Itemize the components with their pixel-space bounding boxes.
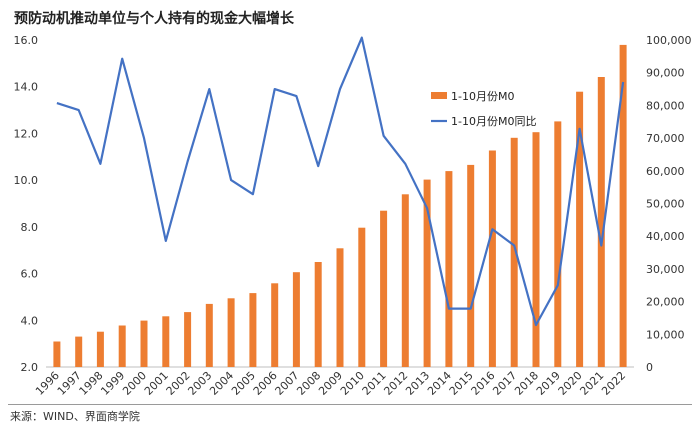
bar-m0-2000: [140, 320, 148, 367]
right-tick-label: 0: [646, 361, 653, 374]
x-tick-label: 2016: [469, 369, 498, 398]
x-tick-label: 2005: [229, 369, 258, 398]
left-tick-label: 8.0: [21, 221, 39, 234]
x-tick-label: 2013: [403, 369, 432, 398]
x-tick-label: 2009: [316, 369, 345, 398]
bar-m0-2018: [532, 132, 540, 367]
legend-label-m0-yoy: 1-10月份M0同比: [451, 115, 536, 128]
bar-m0-2009: [336, 248, 344, 367]
x-tick-label: 1998: [77, 369, 106, 398]
left-tick-label: 16.0: [14, 34, 39, 47]
bar-m0-1997: [75, 336, 83, 367]
bar-m0-2013: [423, 179, 431, 367]
x-tick-label: 2011: [360, 369, 389, 398]
right-tick-label: 50,000: [646, 198, 685, 211]
left-tick-label: 10.0: [14, 174, 39, 187]
right-tick-label: 100,000: [646, 34, 692, 47]
x-tick-label: 1999: [98, 369, 127, 398]
left-tick-label: 4.0: [21, 314, 39, 327]
x-tick-label: 2022: [599, 369, 628, 398]
bar-m0-1998: [96, 331, 104, 367]
source-divider: [8, 404, 692, 405]
x-tick-label: 2008: [294, 369, 323, 398]
x-tick-label: 2010: [338, 369, 367, 398]
right-tick-label: 90,000: [646, 67, 685, 80]
bar-m0-2011: [380, 210, 388, 367]
x-tick-label: 2019: [534, 369, 563, 398]
left-tick-label: 6.0: [21, 268, 39, 281]
bar-m0-2014: [445, 171, 453, 367]
bar-m0-2021: [597, 77, 605, 367]
legend-label-m0: 1-10月份M0: [451, 90, 514, 103]
bar-m0-2019: [554, 121, 562, 368]
right-tick-label: 60,000: [646, 165, 685, 178]
right-tick-label: 80,000: [646, 99, 685, 112]
right-tick-label: 20,000: [646, 296, 685, 309]
left-tick-label: 12.0: [14, 127, 39, 140]
right-tick-label: 30,000: [646, 263, 685, 276]
left-tick-label: 2.0: [21, 361, 39, 374]
chart-title: 预防动机推动单位与个人持有的现金大幅增长: [14, 11, 294, 27]
x-tick-label: 2021: [577, 369, 606, 398]
x-tick-label: 2014: [425, 369, 454, 398]
bar-m0-1996: [53, 341, 61, 367]
bar-m0-2012: [401, 194, 409, 367]
x-tick-label: 2003: [185, 369, 214, 398]
bar-m0-2010: [358, 227, 366, 367]
right-tick-label: 40,000: [646, 230, 685, 243]
x-tick-label: 2015: [447, 369, 476, 398]
bar-m0-2015: [467, 164, 475, 367]
x-tick-label: 2007: [273, 369, 302, 398]
bar-m0-2022: [619, 44, 627, 368]
x-tick-label: 2020: [556, 369, 585, 398]
x-tick-label: 2018: [512, 369, 541, 398]
x-tick-label: 2012: [381, 369, 410, 398]
x-tick-label: 2017: [490, 369, 519, 398]
right-tick-label: 10,000: [646, 328, 685, 341]
bar-m0-2008: [314, 262, 322, 367]
bar-m0-2006: [271, 283, 279, 367]
source-note: 来源：WIND、界面商学院: [10, 410, 140, 423]
bar-m0-2005: [249, 293, 257, 367]
x-tick-label: 1997: [55, 369, 84, 398]
bar-m0-2002: [184, 312, 192, 367]
bar-m0-2020: [576, 91, 584, 367]
bar-m0-2017: [510, 137, 518, 367]
bar-m0-2016: [488, 150, 496, 367]
x-tick-label: 2004: [207, 369, 236, 398]
x-tick-label: 2002: [164, 369, 193, 398]
left-tick-label: 14.0: [14, 81, 39, 94]
bar-m0-2007: [292, 272, 300, 367]
bar-m0-2001: [162, 316, 170, 367]
x-tick-label: 2001: [142, 369, 171, 398]
bar-m0-2004: [227, 298, 235, 367]
bar-m0-2003: [205, 303, 213, 367]
right-tick-label: 70,000: [646, 132, 685, 145]
x-tick-label: 2006: [251, 369, 280, 398]
legend-swatch-m0: [431, 92, 447, 99]
bar-m0-1999: [118, 325, 126, 367]
x-tick-label: 2000: [120, 369, 149, 398]
line-m0-yoy: [56, 36, 625, 327]
